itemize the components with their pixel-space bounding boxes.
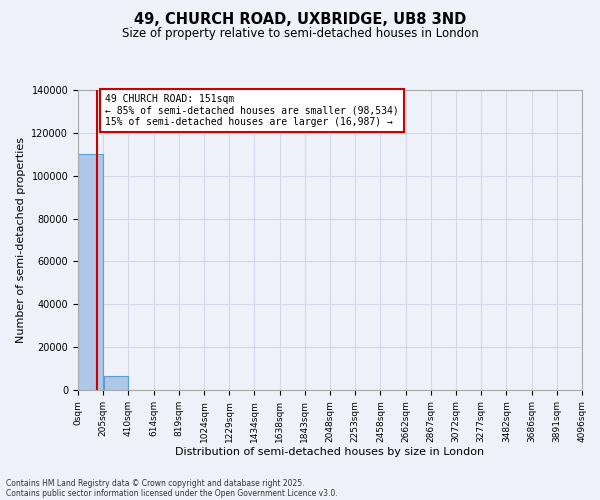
Text: Contains HM Land Registry data © Crown copyright and database right 2025.: Contains HM Land Registry data © Crown c… — [6, 478, 305, 488]
Text: 49, CHURCH ROAD, UXBRIDGE, UB8 3ND: 49, CHURCH ROAD, UXBRIDGE, UB8 3ND — [134, 12, 466, 28]
X-axis label: Distribution of semi-detached houses by size in London: Distribution of semi-detached houses by … — [175, 448, 485, 458]
Bar — [104, 376, 128, 390]
Text: Size of property relative to semi-detached houses in London: Size of property relative to semi-detach… — [122, 28, 478, 40]
Text: Contains public sector information licensed under the Open Government Licence v3: Contains public sector information licen… — [6, 488, 338, 498]
Text: 49 CHURCH ROAD: 151sqm
← 85% of semi-detached houses are smaller (98,534)
15% of: 49 CHURCH ROAD: 151sqm ← 85% of semi-det… — [105, 94, 399, 128]
Y-axis label: Number of semi-detached properties: Number of semi-detached properties — [16, 137, 26, 343]
Bar — [79, 154, 103, 390]
